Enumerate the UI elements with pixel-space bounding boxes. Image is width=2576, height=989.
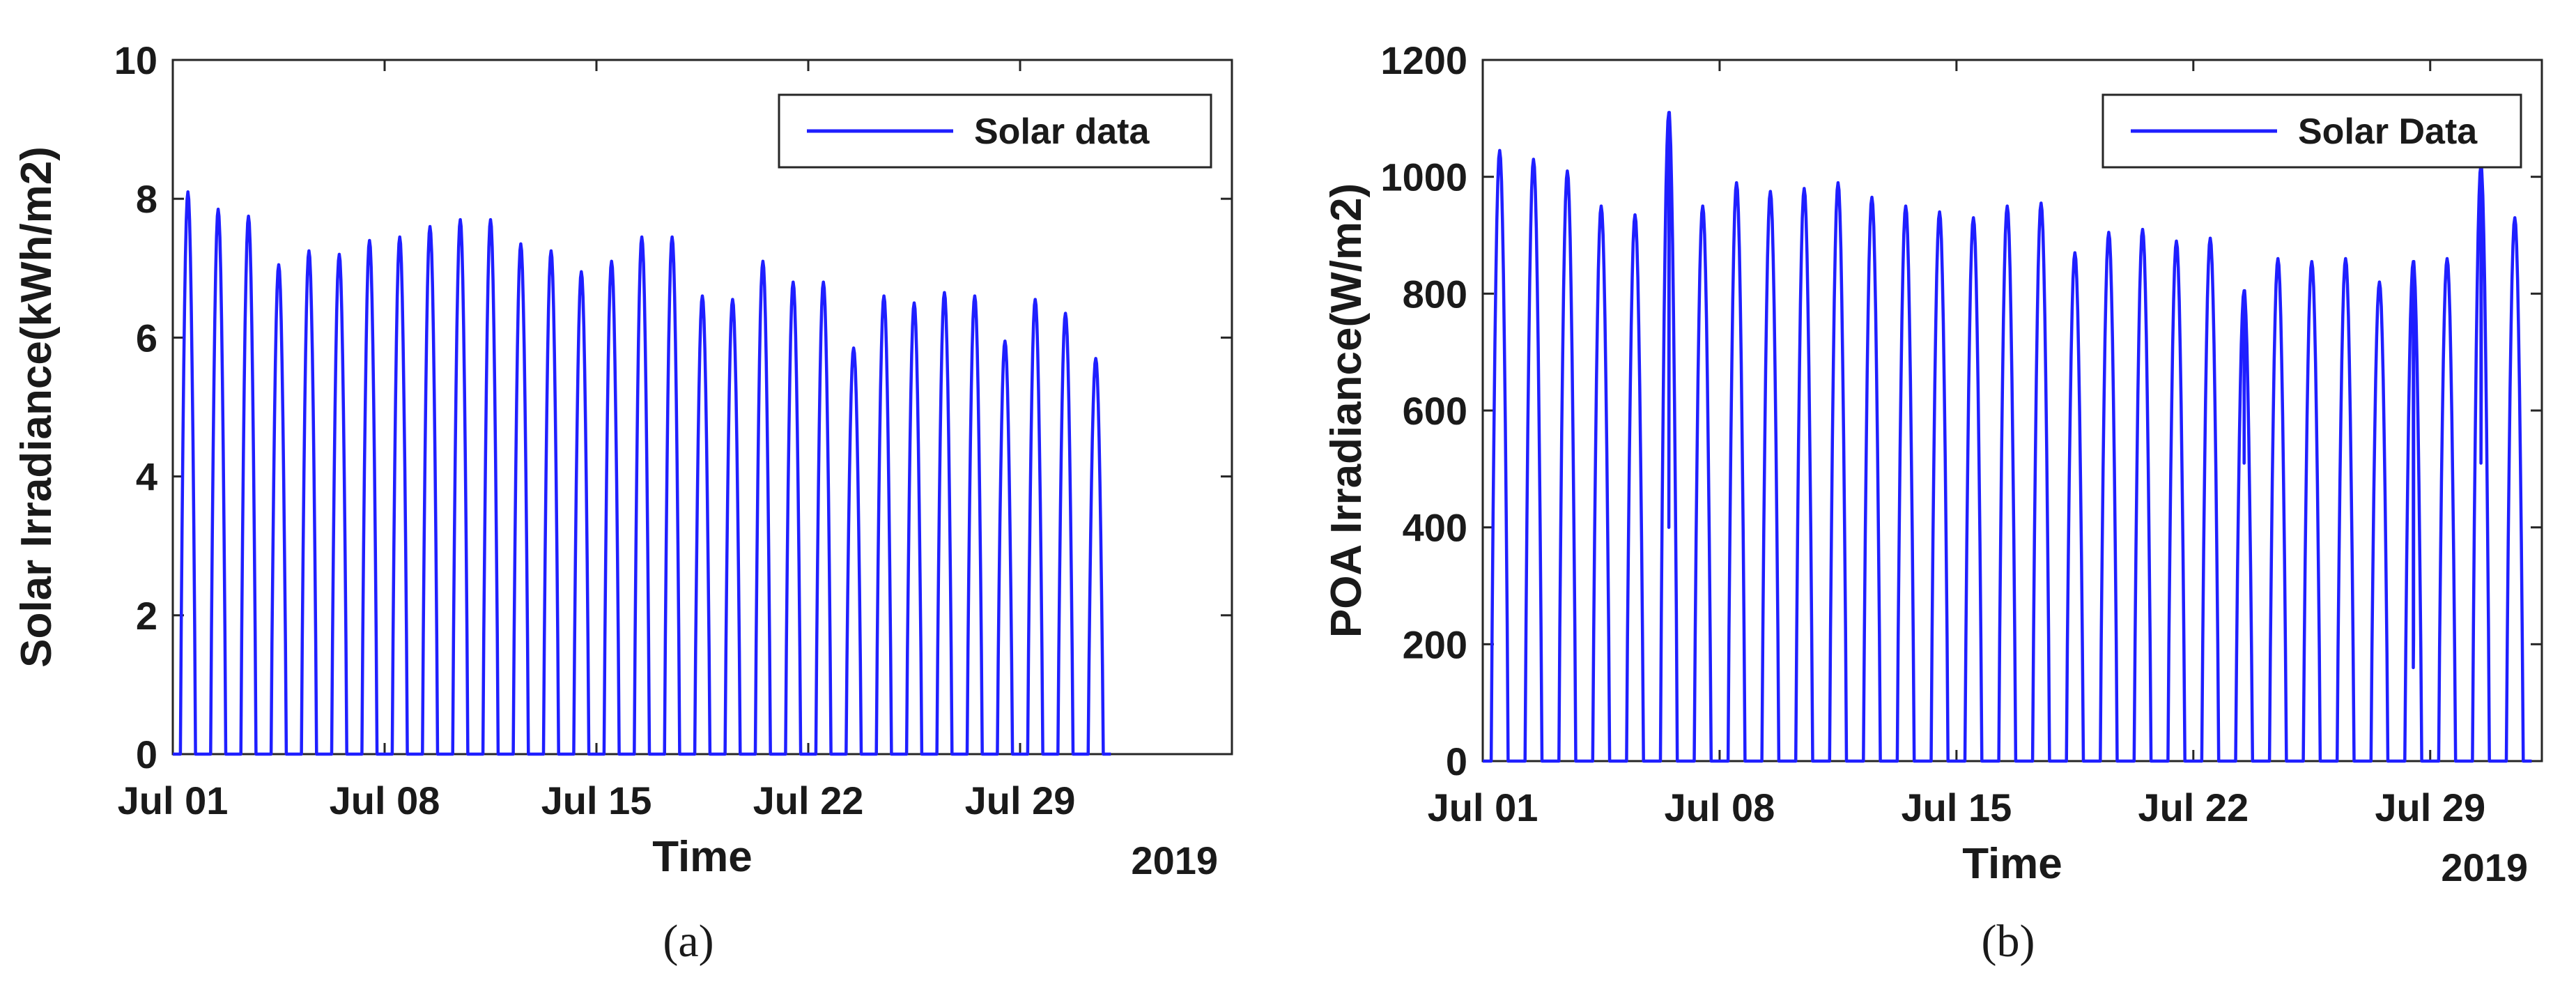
series-line-solar-data (1483, 111, 2532, 763)
y-axis-ticks: 0 200 400 600 800 1000 1200 (1380, 38, 2542, 783)
y-tick-label: 4 (136, 455, 157, 499)
y-tick-label: 6 (136, 316, 157, 360)
y-tick-label: 600 (1403, 389, 1467, 433)
legend: Solar Data (2101, 93, 2522, 169)
y-tick-label: 8 (136, 177, 157, 221)
y-tick-label: 1200 (1380, 38, 1467, 82)
y-axis-title: POA Irradiance(W/m2) (1322, 183, 1371, 638)
panel-caption: (b) (1982, 916, 2035, 967)
y-tick-label: 2 (136, 594, 157, 638)
y-tick-label: 10 (114, 38, 157, 82)
x-tick-label: Jul 15 (1901, 785, 2012, 829)
legend-label: Solar data (974, 112, 1150, 152)
x-tick-label: Jul 01 (1428, 785, 1538, 829)
x-tick-label: Jul 22 (753, 779, 864, 822)
x-tick-label: Jul 08 (330, 779, 440, 822)
y-tick-label: 0 (136, 733, 157, 776)
plot-frame (171, 59, 1233, 756)
x-axis-year-label: 2019 (1131, 838, 1218, 882)
x-axis-ticks: Jul 01 Jul 08 Jul 15 Jul 22 Jul 29 (1428, 60, 2485, 829)
x-axis-year-label: 2019 (2441, 845, 2528, 889)
y-tick-label: 800 (1403, 272, 1467, 316)
series-line-solar-data (173, 190, 1111, 756)
y-tick-label: 400 (1403, 506, 1467, 550)
x-tick-label: Jul 29 (2375, 785, 2485, 829)
chart-panel-b: 0 200 400 600 800 1000 1200 Jul 01 Jul 08 Jul 15… (1322, 38, 2543, 967)
panel-caption: (a) (663, 916, 714, 967)
y-tick-label: 0 (1446, 739, 1467, 783)
x-tick-label: Jul 01 (118, 779, 229, 822)
x-tick-label: Jul 15 (541, 779, 652, 822)
y-axis-title: Solar Irradiance(kWh/m2) (13, 146, 61, 668)
x-axis-ticks: Jul 01 Jul 08 Jul 15 Jul 22 Jul 29 (118, 60, 1076, 822)
x-tick-label: Jul 29 (965, 779, 1076, 822)
y-tick-label: 1000 (1380, 155, 1467, 199)
legend-label: Solar Data (2298, 112, 2478, 152)
y-tick-label: 200 (1403, 622, 1467, 666)
legend: Solar data (778, 93, 1212, 169)
x-tick-label: Jul 08 (1665, 785, 1775, 829)
chart-panel-a: 0 2 4 6 8 10 Jul 01 Jul 08 Jul 15 Jul 22 Jul 29 S… (13, 38, 1233, 967)
x-axis-title: Time (1962, 840, 2062, 888)
y-axis-ticks: 0 2 4 6 8 10 (114, 38, 1232, 776)
x-axis-title: Time (652, 833, 753, 881)
x-tick-label: Jul 22 (2138, 785, 2249, 829)
